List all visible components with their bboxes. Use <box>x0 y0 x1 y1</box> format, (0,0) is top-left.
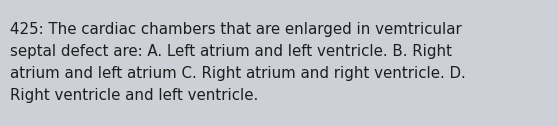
Text: Right ventricle and left ventricle.: Right ventricle and left ventricle. <box>10 88 258 103</box>
Text: atrium and left atrium C. Right atrium and right ventricle. D.: atrium and left atrium C. Right atrium a… <box>10 66 466 81</box>
Text: septal defect are: A. Left atrium and left ventricle. B. Right: septal defect are: A. Left atrium and le… <box>10 44 452 59</box>
Text: 425: The cardiac chambers that are enlarged in vemtricular: 425: The cardiac chambers that are enlar… <box>10 22 462 37</box>
